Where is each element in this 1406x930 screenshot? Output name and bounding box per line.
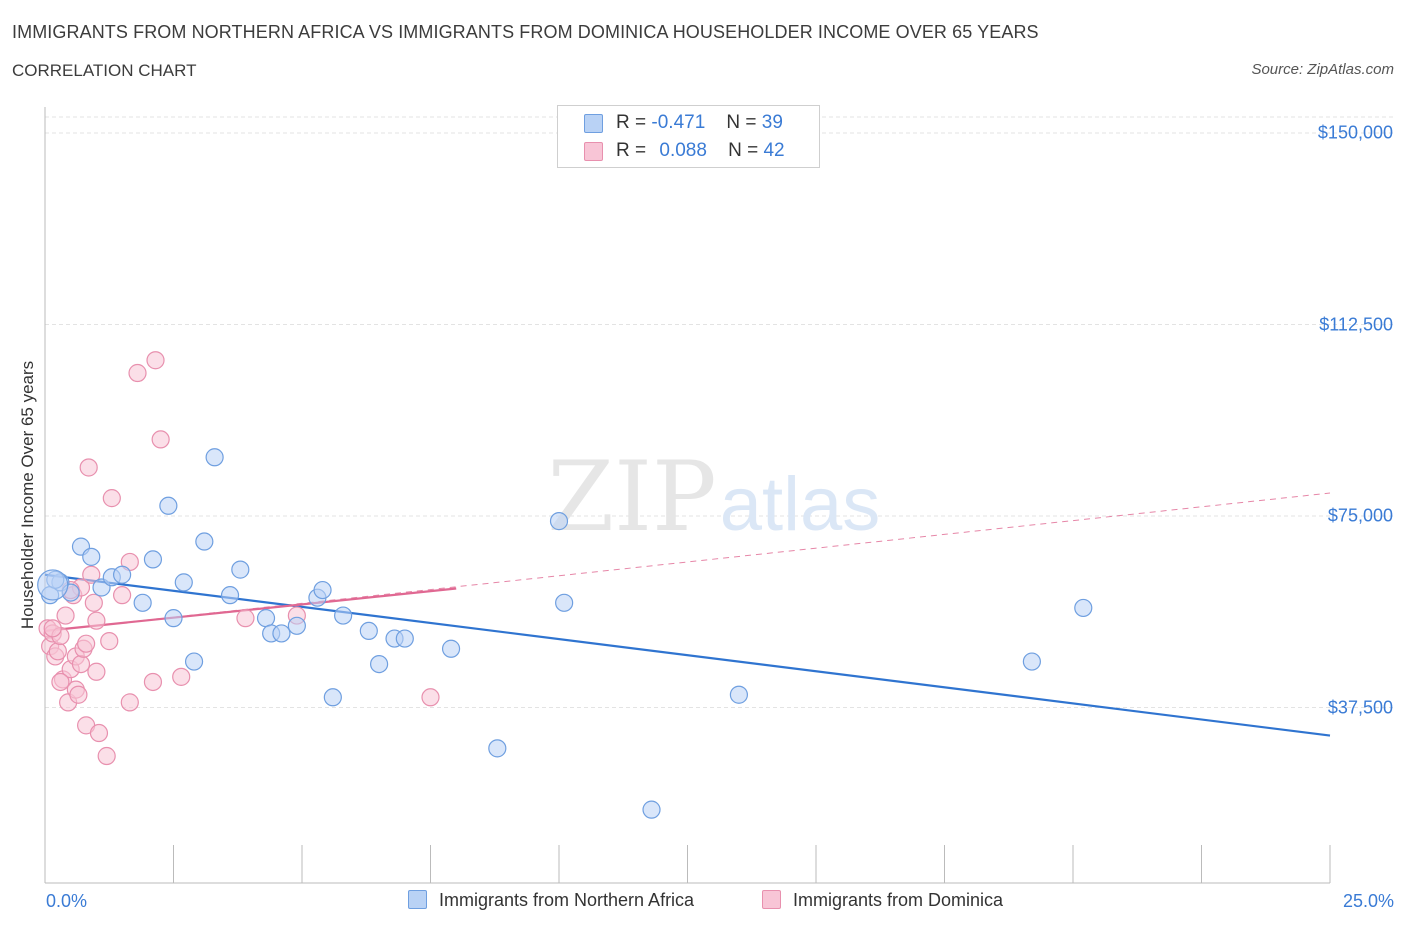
data-point-northern-africa [1074, 598, 1093, 618]
data-point-northern-africa [395, 629, 414, 648]
y-tick-label: $37,500 [1327, 697, 1393, 717]
series-label-pink: Immigrants from Dominica [793, 890, 1004, 910]
data-point-northern-africa [555, 593, 574, 612]
series-label-blue: Immigrants from Northern Africa [439, 890, 695, 910]
trend-line-blue [44, 573, 1331, 737]
data-point-dominica [71, 654, 91, 674]
data-point-northern-africa [205, 448, 224, 467]
axes [44, 107, 1331, 884]
data-point-dominica [84, 593, 103, 612]
data-point-dominica [87, 611, 106, 630]
data-point-dominica [43, 619, 62, 638]
watermark-zip: ZIP [547, 441, 716, 553]
data-point-dominica [120, 693, 139, 712]
series-legend-blue: Immigrants from Northern Africa [408, 890, 694, 911]
data-point-dominica [100, 632, 119, 651]
watermark: ZIP atlas [547, 441, 880, 553]
data-point-northern-africa [488, 739, 507, 758]
trend-lines [44, 492, 1331, 737]
data-point-northern-africa [287, 616, 306, 635]
data-point-dominica [77, 634, 96, 653]
data-point-dominica [102, 489, 121, 508]
data-point-dominica [82, 565, 101, 584]
data-point-dominica [236, 609, 255, 628]
legend-r-label: R = [616, 140, 647, 161]
series-legend-pink: Immigrants from Dominica [762, 890, 1003, 911]
data-points [37, 351, 1093, 819]
legend-blue-r: -0.471 [651, 112, 706, 133]
data-point-dominica [112, 586, 132, 605]
data-point-northern-africa [549, 512, 569, 531]
data-point-northern-africa [133, 593, 152, 612]
data-point-northern-africa [272, 624, 291, 643]
chart-subtitle: CORRELATION CHART [12, 61, 197, 80]
data-point-dominica [143, 672, 163, 692]
data-point-dominica [51, 672, 70, 692]
y-tick-label: $112,500 [1319, 314, 1393, 334]
data-point-dominica [69, 685, 88, 704]
trend-line-pink [44, 587, 457, 632]
source-label: Source: ZipAtlas.com [1251, 61, 1394, 78]
legend-n-label: N = [728, 140, 759, 161]
data-point-northern-africa [159, 496, 178, 515]
data-point-northern-africa [174, 573, 193, 592]
legend-n-label: N = [726, 112, 757, 133]
data-point-dominica [87, 662, 106, 681]
data-point-northern-africa [729, 685, 749, 704]
data-point-northern-africa [184, 652, 204, 671]
y-axis-label: Householder Income Over 65 years [18, 360, 37, 630]
data-point-northern-africa [82, 547, 101, 566]
legend-pink-r: 0.088 [659, 140, 707, 161]
data-point-northern-africa [220, 586, 240, 605]
data-point-northern-africa [195, 532, 214, 551]
y-tick-label: $150,000 [1317, 122, 1393, 143]
data-point-dominica [128, 363, 147, 383]
data-point-northern-africa [231, 560, 250, 579]
data-point-northern-africa [642, 800, 661, 819]
watermark-atlas: atlas [720, 462, 881, 547]
data-point-dominica [146, 351, 165, 370]
data-point-northern-africa [143, 550, 163, 569]
series-swatch-pink [762, 890, 781, 909]
series-swatch-blue [408, 890, 427, 909]
correlation-legend: R = -0.471 N = 39 R = 0.088 N = 42 [557, 105, 820, 168]
data-point-northern-africa [112, 565, 132, 584]
legend-blue-n: 39 [761, 112, 783, 133]
data-point-dominica [421, 688, 440, 707]
data-point-dominica [79, 458, 98, 477]
data-point-northern-africa [1022, 652, 1041, 671]
data-point-dominica [151, 430, 170, 449]
x-tick-label-min: 0.0% [46, 891, 88, 911]
data-point-northern-africa [323, 688, 342, 707]
legend-r-label: R = [616, 112, 647, 133]
legend-swatch-blue [584, 114, 603, 133]
data-point-dominica [97, 746, 116, 766]
data-point-northern-africa [359, 621, 378, 641]
legend-swatch-pink [584, 142, 603, 161]
data-point-northern-africa [256, 609, 276, 628]
data-point-dominica [89, 723, 109, 743]
legend-pink-n: 42 [763, 140, 785, 161]
data-point-dominica [56, 606, 75, 625]
data-point-northern-africa [164, 609, 183, 628]
data-point-northern-africa [370, 654, 389, 674]
data-point-northern-africa [313, 580, 332, 600]
data-point-cluster [37, 569, 69, 601]
data-point-northern-africa [441, 639, 461, 658]
x-tick-label-max: 25.0% [1342, 891, 1394, 911]
chart-title: IMMIGRANTS FROM NORTHERN AFRICA VS IMMIG… [12, 22, 1039, 42]
y-tick-label: $75,000 [1327, 505, 1393, 526]
data-point-dominica [48, 642, 67, 661]
data-point-northern-africa [334, 606, 353, 625]
data-point-dominica [172, 667, 191, 686]
